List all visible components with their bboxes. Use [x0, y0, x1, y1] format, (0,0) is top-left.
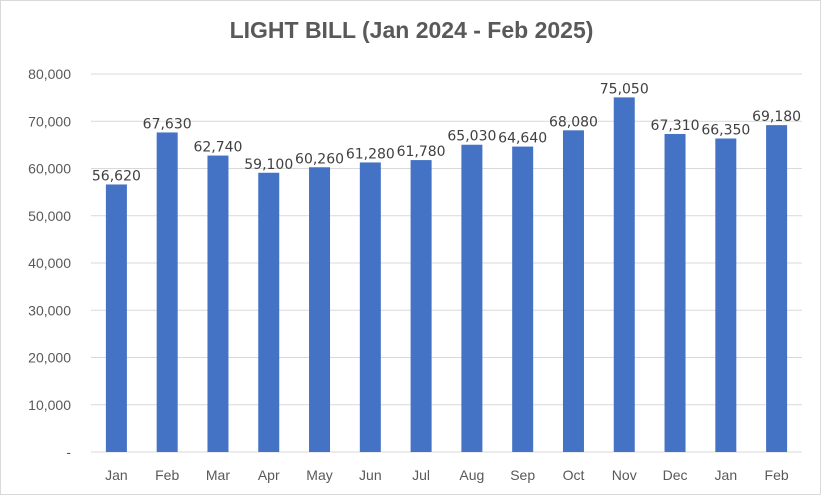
x-category-label: Apr: [258, 467, 280, 483]
data-label: 64,640: [498, 131, 547, 147]
x-category-label: Mar: [206, 467, 230, 483]
data-label: 69,180: [752, 109, 801, 125]
y-tick-label: 20,000: [28, 350, 71, 366]
y-tick-label: 60,000: [28, 161, 71, 177]
x-category-label: Feb: [765, 467, 789, 483]
x-category-label: Dec: [663, 467, 688, 483]
bar: [562, 130, 584, 452]
y-tick-label: 80,000: [28, 66, 71, 82]
bar: [613, 97, 635, 453]
bar: [258, 172, 280, 452]
data-label: 56,620: [92, 168, 141, 184]
bar: [461, 144, 483, 452]
bar: [766, 125, 788, 452]
x-category-label: Sep: [510, 467, 535, 483]
y-tick-label: 70,000: [28, 113, 71, 129]
bar: [207, 155, 229, 452]
data-label: 60,260: [295, 151, 344, 167]
bar: [410, 160, 432, 453]
x-category-label: Jan: [715, 467, 738, 483]
y-axis-ticks: - 10,000 20,000 30,000 40,000 50,000 60,000 70,…: [28, 66, 71, 460]
x-category-label: Jun: [359, 467, 382, 483]
y-tick-label: -: [66, 444, 71, 460]
bar: [309, 167, 331, 453]
x-category-label: Jul: [412, 467, 430, 483]
bar: [715, 138, 737, 452]
data-label: 66,350: [701, 122, 750, 138]
data-label: 67,630: [143, 116, 192, 132]
x-category-label: Feb: [155, 467, 179, 483]
bar: [156, 132, 178, 453]
data-label: 61,780: [397, 144, 446, 160]
chart-title: LIGHT BILL (Jan 2024 - Feb 2025): [229, 17, 594, 43]
y-tick-label: 10,000: [28, 397, 71, 413]
data-label: 62,740: [193, 140, 242, 156]
data-label: 59,100: [244, 157, 293, 173]
x-category-label: Oct: [563, 467, 585, 483]
x-category-label: Nov: [612, 467, 637, 483]
bar: [359, 162, 381, 452]
y-tick-label: 40,000: [28, 255, 71, 271]
bars: [105, 97, 788, 453]
data-label: 61,280: [346, 146, 395, 162]
bar: [512, 146, 534, 453]
bar: [664, 133, 686, 452]
x-category-label: Jan: [105, 467, 128, 483]
bar: [105, 184, 127, 452]
data-label: 67,310: [651, 118, 700, 134]
x-category-label: Aug: [459, 467, 484, 483]
data-label: 65,030: [447, 129, 496, 145]
x-axis-categories: Jan Feb Mar Apr May Jun Jul Aug Sep Oct Nov Dec Jan F…: [105, 467, 789, 483]
data-label: 68,080: [549, 114, 598, 130]
y-tick-label: 30,000: [28, 302, 71, 318]
x-category-label: May: [306, 467, 332, 483]
data-label: 75,050: [600, 81, 649, 97]
y-tick-label: 50,000: [28, 208, 71, 224]
